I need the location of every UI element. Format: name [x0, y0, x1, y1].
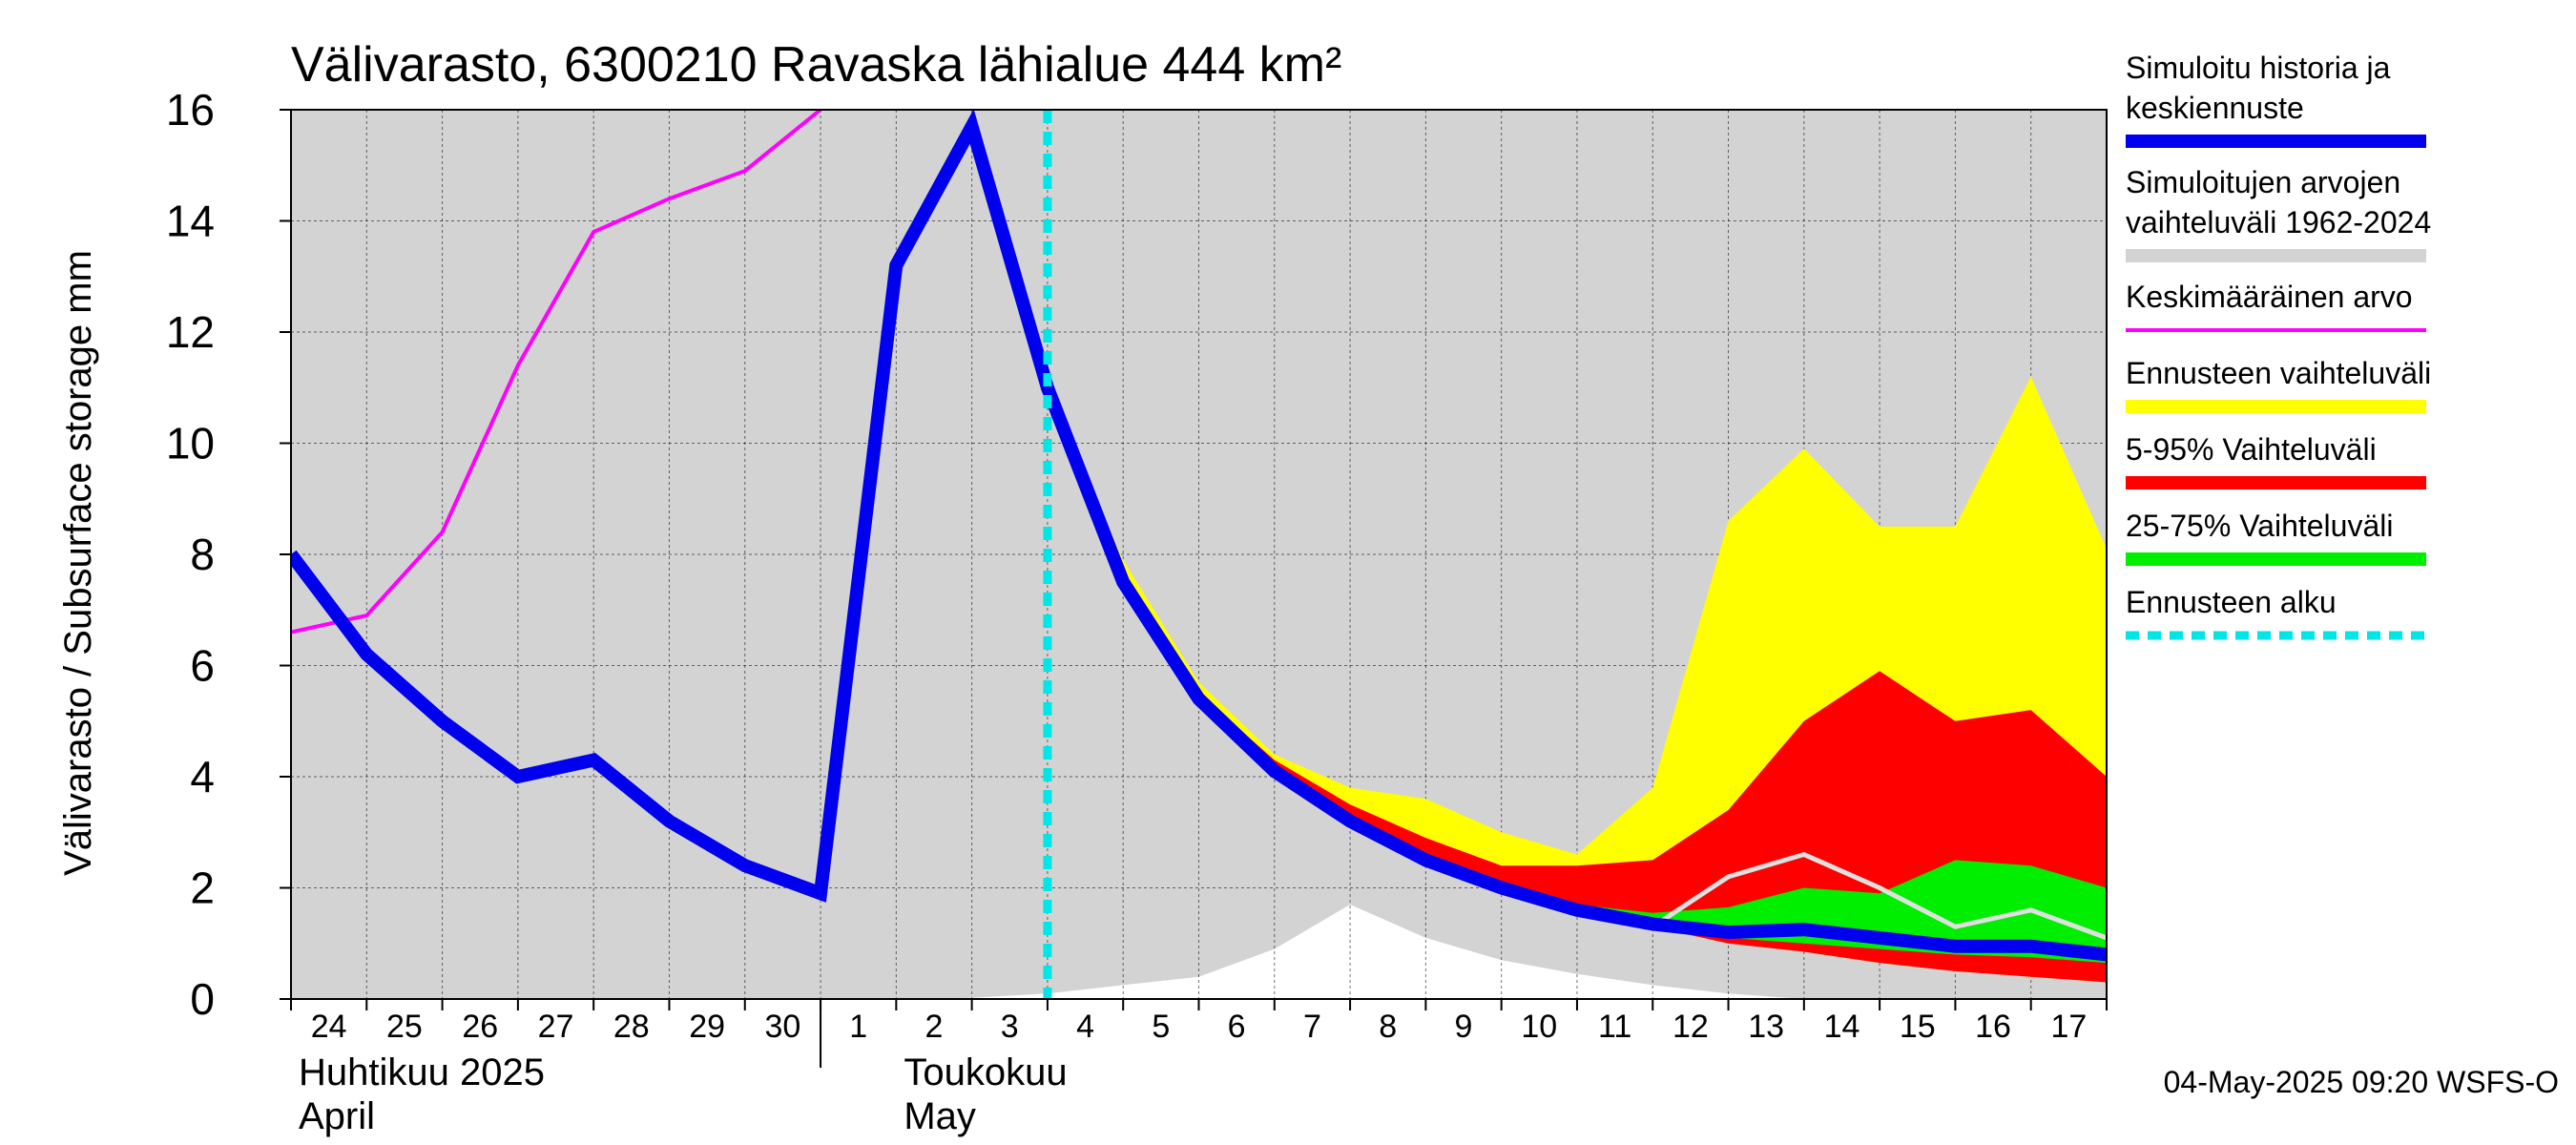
p5-95-band: [1047, 387, 2107, 983]
x-tick-label: 17: [2050, 1009, 2087, 1045]
p25-75-band: [1047, 387, 2107, 964]
y-tick-label: 10: [166, 419, 215, 468]
x-tick-label: 27: [538, 1009, 574, 1045]
x-tick-label: 13: [1748, 1009, 1784, 1045]
y-tick-label: 4: [190, 752, 215, 802]
legend-label: 25-75% Vaihteluväli: [2126, 509, 2393, 543]
y-tick-label: 14: [166, 197, 215, 246]
x-tick-label: 26: [462, 1009, 498, 1045]
y-tick-label: 6: [190, 641, 215, 691]
x-tick-label: 8: [1379, 1009, 1397, 1045]
x-tick-label: 3: [1001, 1009, 1019, 1045]
month-label: Toukokuu: [904, 1051, 1067, 1093]
month-label: Huhtikuu 2025: [299, 1051, 545, 1093]
x-tick-label: 29: [689, 1009, 725, 1045]
chart-title: Välivarasto, 6300210 Ravaska lähialue 44…: [291, 37, 1341, 93]
x-tick-label: 25: [386, 1009, 423, 1045]
y-tick-label: 12: [166, 307, 215, 357]
forecast-sample-line: [1651, 851, 2107, 941]
mean-value-line: [291, 110, 822, 635]
x-tick-label: 4: [1076, 1009, 1094, 1045]
legend: Simuloitu historia ja keskiennuste Simuloi…: [2126, 51, 2431, 640]
x-tick-label: 30: [764, 1009, 800, 1045]
x-tick-label: 14: [1824, 1009, 1860, 1045]
plot-inner: [291, 110, 2107, 999]
x-tick-label: 10: [1521, 1009, 1557, 1045]
x-tick-label: 7: [1303, 1009, 1321, 1045]
x-tick-label: 6: [1228, 1009, 1246, 1045]
month-label-en: May: [904, 1095, 976, 1137]
legend-label: vaihteluväli 1962-2024: [2126, 205, 2431, 239]
x-tick-label: 1: [849, 1009, 867, 1045]
y-tick-label: 2: [190, 864, 215, 913]
legend-label: Keskimääräinen arvo: [2126, 280, 2413, 314]
footer-timestamp: 04-May-2025 09:20 WSFS-O: [2164, 1065, 2559, 1099]
month-label-en: April: [299, 1095, 375, 1137]
legend-label: 5-95% Vaihteluväli: [2126, 432, 2377, 467]
legend-label: Ennusteen vaihteluväli: [2126, 356, 2431, 390]
x-tick-label: 9: [1455, 1009, 1473, 1045]
x-tick-label: 12: [1672, 1009, 1709, 1045]
x-tick-label: 5: [1152, 1009, 1170, 1045]
legend-label: Simuloitujen arvojen: [2126, 165, 2400, 199]
x-tick-label: 16: [1975, 1009, 2011, 1045]
x-tick-label: 11: [1598, 1009, 1631, 1045]
y-tick-label: 0: [190, 974, 215, 1024]
legend-label: Ennusteen alku: [2126, 585, 2337, 619]
legend-label: keskiennuste: [2126, 91, 2304, 125]
y-axis-label: Välivarasto / Subsurface storage mm: [57, 250, 99, 876]
legend-label: Simuloitu historia ja: [2126, 51, 2391, 85]
x-tick-label: 24: [311, 1009, 347, 1045]
x-tick-label: 2: [925, 1009, 944, 1045]
y-tick-label: 8: [190, 530, 215, 579]
y-tick-label: 16: [166, 85, 215, 135]
simulated-history-line: [291, 110, 2107, 962]
x-tick-label: 28: [613, 1009, 650, 1045]
x-tick-label: 15: [1900, 1009, 1936, 1045]
